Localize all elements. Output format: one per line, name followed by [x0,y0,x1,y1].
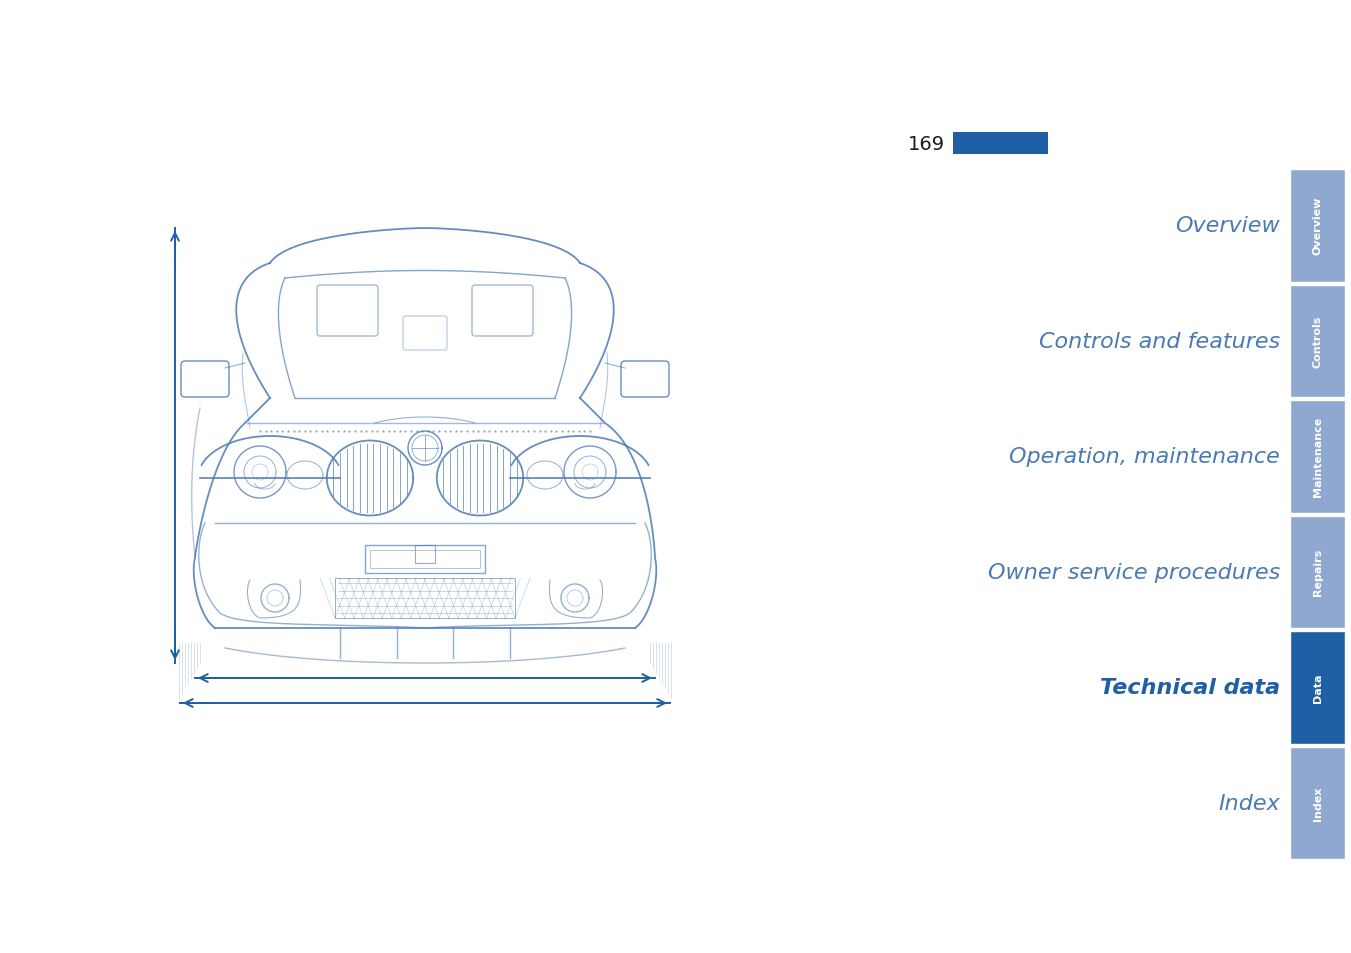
Text: Index: Index [1219,793,1279,813]
Text: Controls: Controls [1313,315,1323,368]
Bar [1290,516,1346,628]
Bar [365,545,485,574]
Text: Operation, maintenance: Operation, maintenance [1009,447,1279,467]
Bar [415,545,435,563]
Bar [1290,285,1346,397]
Bar [1290,170,1346,282]
Text: Owner service procedures: Owner service procedures [988,562,1279,582]
Text: Controls and features: Controls and features [1039,332,1279,352]
Text: Repairs: Repairs [1313,549,1323,596]
Bar [1290,631,1346,743]
Text: Maintenance: Maintenance [1313,416,1323,497]
Text: Data: Data [1313,673,1323,702]
Bar [1290,400,1346,513]
Bar [1290,747,1346,859]
Bar [370,551,480,568]
Text: Index: Index [1313,785,1323,821]
Text: Technical data: Technical data [1100,678,1279,698]
Text: 169: 169 [908,134,944,153]
Bar [335,578,515,618]
Text: Overview: Overview [1313,197,1323,255]
Text: Overview: Overview [1175,216,1279,236]
Bar [952,132,1048,154]
